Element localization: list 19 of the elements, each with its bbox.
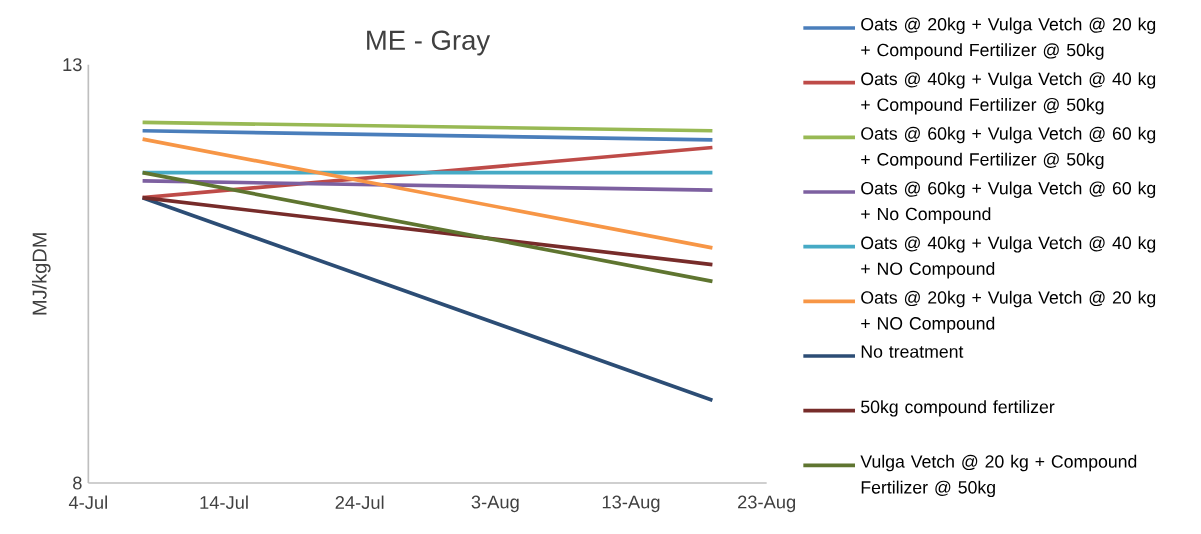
legend-label: Oats @ 60kg + Vulga Vetch @ 60 kg + No Compound [861,181,1156,224]
y-tick-label: 13 [63,58,82,72]
legend-label: Oats @ 40kg + Vulga Vetch @ 40 kg + Compound Fertilizer @ 50kg [861,72,1156,115]
x-tick-label: 3-Aug [471,495,519,513]
legend-label: Oats @ 60kg + Vulga Vetch @ 60 kg + Compound Fertilizer @ 50kg [861,126,1156,170]
legend-label: No treatment [861,345,964,358]
chart-title: ME - Gray [367,30,491,56]
x-tick-label: 14-Jul [200,495,248,510]
legend-label: 50kg compound fertilizer [861,400,1055,417]
x-tick-label: 24-Jul [335,495,384,510]
x-tick-label: 4-Jul [68,495,107,510]
x-tick-label: 23-Aug [738,495,796,513]
legend-label: Oats @ 20kg + Vulga Vetch @ 20 kg + Compound Fertilizer @ 50kg [861,17,1156,60]
y-tick-label: 8 [73,476,82,490]
legend-label: Vulga Vetch @ 20 kg + Compound Fertilizer @ 50kg [860,454,1137,498]
y-axis-title: MJ/kgDM [31,233,51,315]
legend-label: Oats @ 20kg + Vulga Vetch @ 20 kg + NO Compound [861,290,1156,334]
x-tick-label: 13-Aug [602,495,660,513]
legend-label: Oats @ 40kg + Vulga Vetch @ 40 kg + NO Compound [861,236,1156,279]
